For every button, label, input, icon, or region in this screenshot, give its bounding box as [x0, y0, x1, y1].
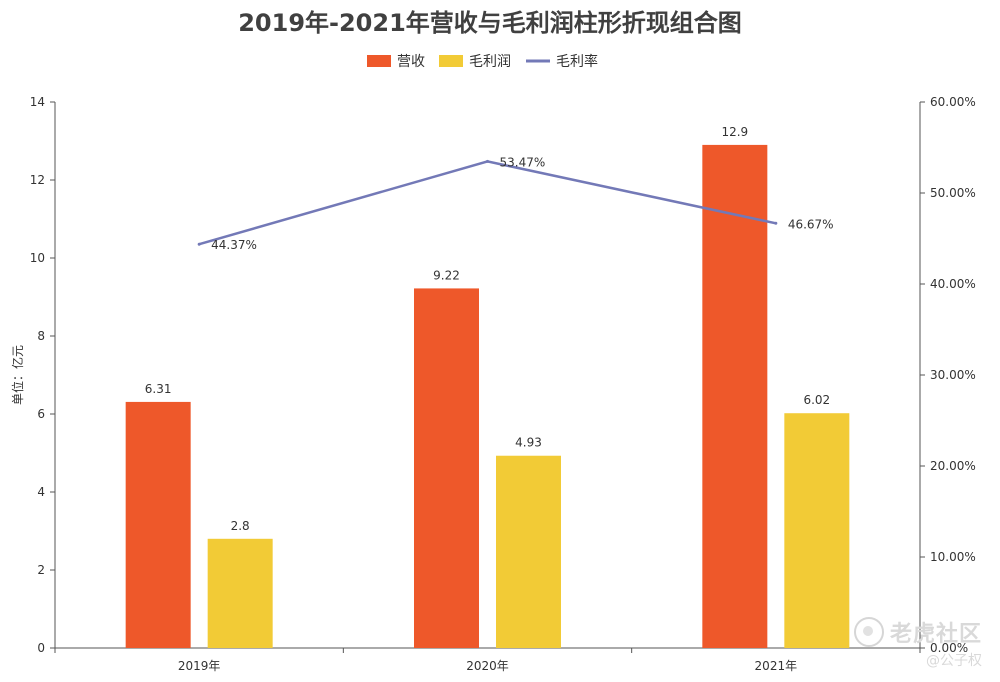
legend-label: 毛利率: [556, 53, 598, 70]
legend-label: 营收: [397, 54, 425, 70]
y-tick-label: 14: [30, 95, 45, 109]
y-tick-label: 12: [30, 173, 45, 187]
y2-tick-label: 0.00%: [930, 641, 968, 655]
bar-data-label: 4.93: [515, 436, 542, 450]
y-tick-label: 6: [37, 407, 45, 421]
y-tick-label: 4: [37, 485, 45, 499]
watermark-text: 老虎社区: [889, 622, 982, 647]
chart-marks: 6.31 9.22 12.9 2.8 4.93 6.02 44.37% 53.47% 46.67…: [125, 125, 850, 648]
bar-data-label: 6.02: [803, 393, 830, 407]
gross-margin-point: [486, 159, 489, 163]
line-data-label: 53.47%: [500, 155, 546, 169]
legend-swatch: [439, 55, 463, 67]
bar-data-label: 2.8: [231, 519, 250, 533]
bar-gross-profit: [784, 413, 850, 648]
legend[interactable]: 营收 毛利润 毛利率: [367, 53, 598, 70]
y-tick-label: 2: [37, 563, 45, 577]
gross-margin-point: [774, 221, 778, 225]
line-data-label: 44.37%: [211, 238, 257, 252]
y2-tick-label: 30.00%: [930, 368, 976, 382]
watermark-author: @公子权: [926, 653, 982, 669]
x-tick-label: 2021年: [755, 659, 798, 673]
gross-margin-point: [197, 242, 201, 246]
legend-item-gross-margin[interactable]: 毛利率: [526, 53, 598, 70]
y-tick-label: 8: [37, 329, 45, 343]
bar-gross-profit: [207, 538, 273, 648]
gross-margin-line: [198, 160, 777, 246]
legend-swatch: [367, 55, 391, 67]
bar-revenue: [702, 144, 768, 648]
bar-data-label: 6.31: [145, 382, 172, 396]
y-axis-label: 单位：亿元: [10, 345, 25, 405]
y-tick-label: 0: [37, 641, 45, 655]
bar-revenue: [125, 401, 191, 648]
legend-label: 毛利润: [469, 54, 511, 70]
line-data-label: 46.67%: [788, 217, 834, 231]
bar-revenue: [414, 288, 479, 648]
axes: 0 2 4 6 8 10 12 14 0.00% 10.00% 20.00% 30.00% 40.00%…: [30, 95, 976, 673]
y2-tick-label: 20.00%: [930, 459, 976, 473]
y2-tick-label: 60.00%: [930, 95, 976, 109]
y2-tick-label: 10.00%: [930, 550, 976, 564]
watermark: 老虎社区 @公子权: [853, 616, 982, 670]
y2-tick-label: 40.00%: [930, 277, 976, 291]
watermark-main: 老虎社区: [853, 616, 982, 648]
y2-tick-label: 50.00%: [930, 186, 976, 200]
bar-data-label: 12.9: [721, 125, 748, 139]
tiger-logo-icon: [853, 617, 884, 647]
x-tick-label: 2020年: [466, 659, 509, 673]
bar-data-label: 9.22: [433, 268, 460, 282]
bar-gross-profit: [496, 455, 561, 648]
y-tick-label: 10: [30, 251, 45, 265]
legend-item-gross-profit[interactable]: 毛利润: [439, 54, 511, 70]
chart-title: 2019年-2021年营收与毛利润柱形折现组合图: [238, 9, 742, 37]
legend-item-revenue[interactable]: 营收: [367, 54, 425, 70]
x-tick-label: 2019年: [178, 659, 221, 673]
